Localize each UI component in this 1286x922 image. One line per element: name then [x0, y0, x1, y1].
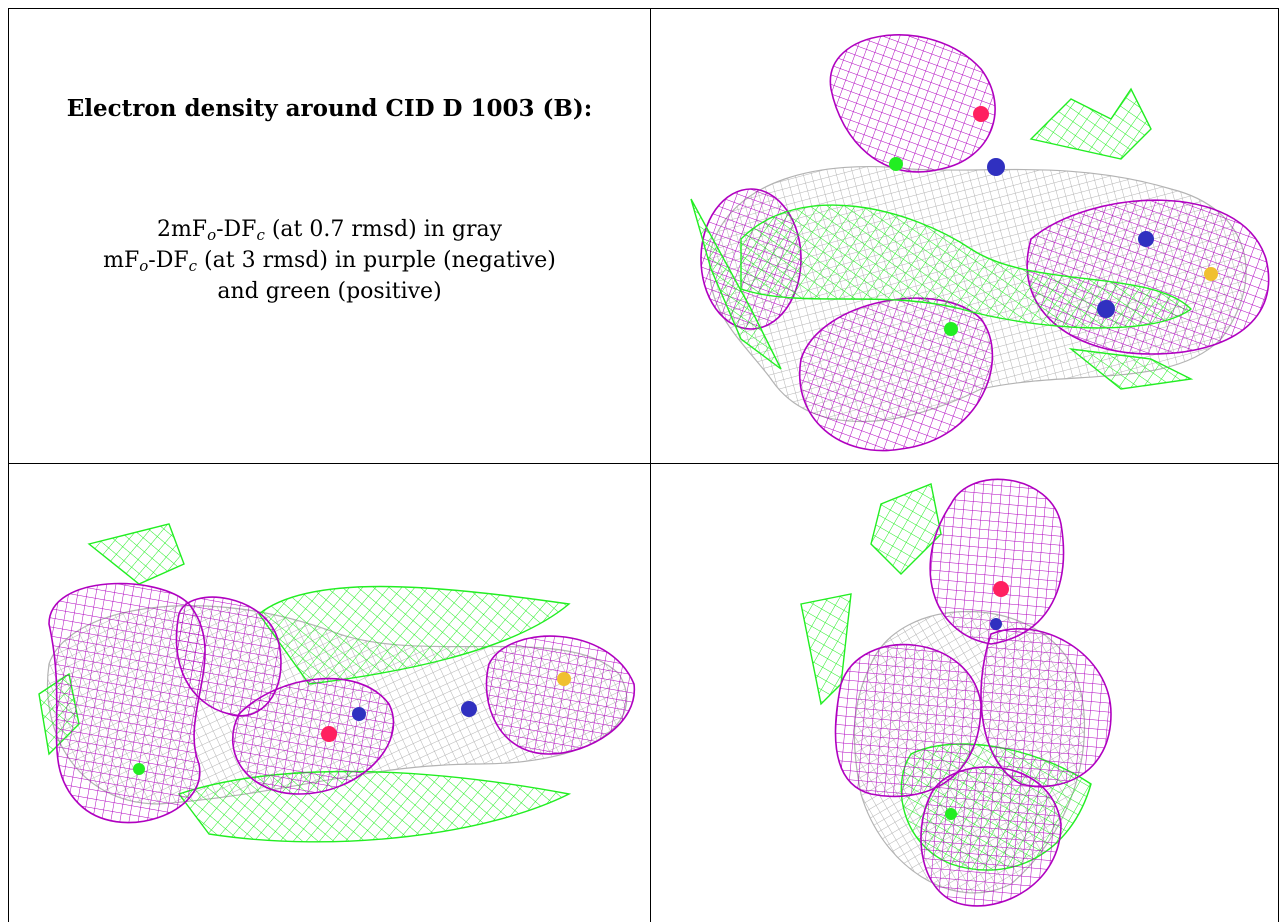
green-positive-mesh: [690, 87, 1194, 390]
caption-legend: 2mFo-DFc (at 0.7 rmsd) in gray mFo-DFc (…: [9, 214, 650, 307]
legend-line-2fofc: 2mFo-DFc (at 0.7 rmsd) in gray: [156, 217, 503, 244]
table-border-center: [650, 8, 651, 922]
table-border-right: [1278, 8, 1279, 922]
density-render-2: [38, 523, 635, 843]
density-render-3: [800, 478, 1112, 907]
caption-cell: Electron density around CID D 1003 (B): …: [9, 9, 650, 463]
legend-line-positive: and green (positive): [217, 279, 442, 304]
table-border-middle: [8, 463, 1279, 464]
density-view-bottom-right: [651, 464, 1278, 922]
purple-negative-mesh: [48, 582, 635, 824]
density-render-1: [690, 34, 1270, 452]
table-border-top: [8, 8, 1279, 9]
purple-negative-mesh: [834, 478, 1112, 907]
legend-line-fofc: mFo-DFc (at 3 rmsd) in purple (negative): [103, 248, 556, 275]
density-view-top-right: [651, 9, 1278, 463]
density-view-bottom-left: [9, 464, 650, 922]
ligand-atoms: [133, 672, 571, 775]
caption-title: Electron density around CID D 1003 (B):: [66, 95, 593, 122]
table-border-left: [8, 8, 9, 922]
figure-table: Electron density around CID D 1003 (B): …: [8, 8, 1279, 922]
ligand-atoms: [889, 106, 1218, 336]
ligand-atoms: [945, 581, 1009, 820]
